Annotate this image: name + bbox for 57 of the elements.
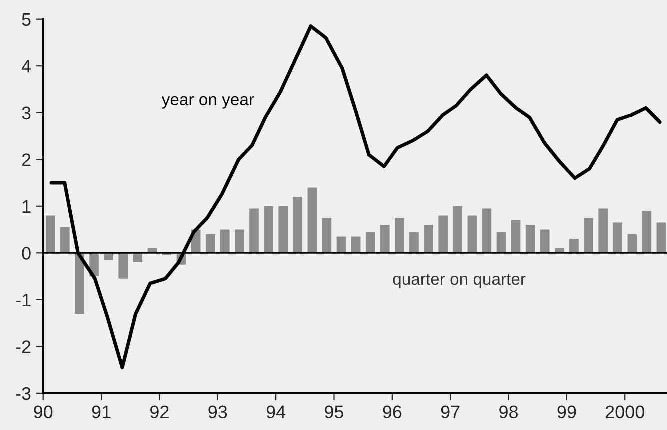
bar [496,232,506,254]
bar [46,216,56,254]
y-tick-label: 3 [22,106,31,120]
bar [511,220,521,254]
bar [366,232,376,254]
series-label: year on year [162,96,254,109]
x-tick-label: 96 [383,406,402,419]
bar [598,208,608,254]
bar [540,230,550,254]
bar [453,206,463,254]
y-tick-label: 5 [22,13,31,26]
bar [336,236,346,254]
x-tick-label: 95 [325,406,344,419]
bar [613,222,622,254]
x-tick-label: 2000 [606,406,644,419]
bar [118,253,128,279]
x-tick-label: 92 [150,406,169,419]
bar [60,227,70,254]
y-tick-label: 0 [22,247,31,260]
bar [410,232,419,254]
bar [380,225,390,254]
bar [322,218,332,254]
x-tick-label: 94 [266,406,286,419]
bar [293,197,303,254]
y-tick-label: -2 [16,340,31,354]
bar [438,216,448,254]
bar [308,188,318,254]
bar [628,234,638,254]
bar [250,208,259,254]
x-tick-label: 98 [500,406,518,419]
bar [424,225,434,254]
bar [482,208,492,254]
bar [351,236,361,254]
x-tick-label: 93 [208,406,228,419]
bar [264,206,274,254]
x-tick-label: 91 [92,406,111,419]
series-label: quarter on quarter [393,274,526,288]
bar [220,230,230,254]
bar [278,206,288,254]
bar [75,253,84,314]
y-tick-label: 4 [22,60,32,73]
y-tick-label: 1 [22,200,31,213]
x-tick-label: 90 [34,406,53,419]
y-tick-label: -1 [16,294,31,306]
x-tick-label: 97 [441,406,460,419]
bar [235,230,244,254]
x-tick-label: 99 [558,406,576,419]
bar [468,216,478,254]
bar [570,239,579,254]
y-tick-label: 2 [22,154,31,166]
bar [656,222,666,254]
bar [526,225,536,254]
y-tick-label: -3 [16,387,31,400]
bar [206,234,216,254]
bar [642,211,652,254]
bar [584,218,594,254]
bar [395,218,404,254]
